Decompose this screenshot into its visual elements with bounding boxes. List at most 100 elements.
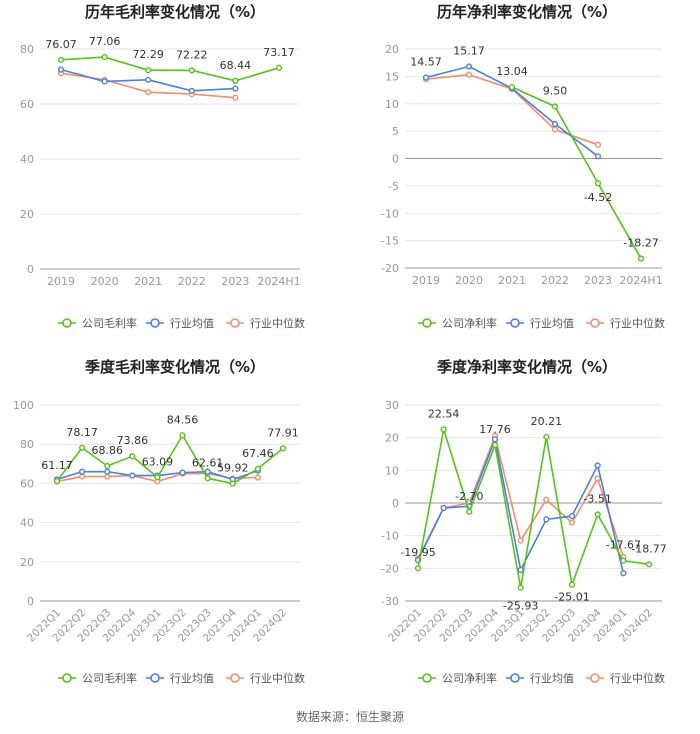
series-line-segment-industry_avg	[191, 87, 236, 92]
data-point-company	[254, 465, 261, 472]
x-tick-label: 2020	[91, 275, 119, 288]
data-point-company	[594, 180, 602, 187]
data-point-industry_avg	[129, 472, 136, 479]
series-line-segment-company	[191, 69, 236, 82]
data-point-company	[491, 441, 499, 449]
y-tick-label: -5	[388, 180, 399, 193]
series-line-segment-company	[81, 447, 108, 467]
data-point-company	[179, 432, 186, 439]
data-label: 73.17	[263, 46, 295, 59]
y-tick-label: -20	[381, 262, 399, 275]
data-label: 68.44	[220, 59, 252, 72]
data-point-industry_avg	[620, 570, 627, 577]
y-tick-label: -10	[381, 530, 399, 543]
legend-swatch-marker	[230, 318, 240, 328]
series-line-segment-industry_median	[571, 478, 599, 524]
y-tick-label: 40	[20, 517, 34, 530]
series-line-segment-industry_median	[519, 499, 548, 541]
y-tick-label: 20	[20, 208, 34, 221]
series-line-segment-industry_median	[132, 474, 158, 483]
series-line-segment-company	[597, 182, 642, 259]
data-point-industry_median	[543, 496, 550, 503]
series-line-segment-company	[442, 429, 471, 513]
x-tick-label: 2024H1	[619, 274, 662, 287]
data-label: -25.01	[554, 591, 589, 604]
data-point-industry_avg	[465, 63, 473, 70]
data-point-company	[543, 433, 550, 441]
data-point-company	[145, 67, 152, 74]
series-line-segment-industry_median	[191, 93, 236, 99]
series-line-segment-company	[494, 444, 522, 588]
series-line-segment-company	[181, 434, 209, 479]
data-point-company	[79, 444, 86, 451]
series-line-segment-industry_avg	[207, 470, 234, 481]
data-label: 77.06	[89, 35, 121, 48]
series-line-segment-industry_median	[60, 72, 105, 81]
data-point-company	[104, 462, 111, 470]
series-line-segment-industry_avg	[443, 505, 470, 509]
data-point-company	[53, 478, 61, 485]
data-point-industry_avg	[101, 78, 108, 85]
data-point-industry_avg	[491, 436, 499, 443]
series-line-segment-industry_avg	[148, 79, 192, 92]
series-line-segment-company	[519, 436, 548, 588]
data-point-industry_median	[551, 126, 559, 133]
x-tick-label: 2021	[498, 274, 526, 287]
data-label: 22.54	[428, 407, 460, 420]
data-point-company	[154, 474, 161, 481]
x-tick-label: 2023	[221, 275, 249, 288]
chart-title: 历年净利率变化情况（%）	[437, 3, 617, 21]
data-label: 59.92	[217, 462, 249, 475]
data-label: 76.07	[45, 38, 77, 51]
data-label: 62.61	[192, 456, 224, 469]
data-label: -4.52	[584, 191, 612, 204]
x-tick-label: 2020	[455, 274, 483, 287]
series-line-segment-industry_avg	[417, 507, 445, 561]
data-point-company	[57, 56, 65, 63]
y-tick-label: 0	[27, 263, 34, 276]
data-label: 14.57	[410, 55, 442, 68]
data-point-company	[275, 64, 283, 71]
data-label: 78.17	[66, 426, 98, 439]
y-tick-label: 60	[20, 477, 34, 490]
series-line-segment-industry_avg	[571, 465, 599, 517]
data-source-note: 数据来源：恒生聚源	[295, 710, 404, 724]
data-label: 72.29	[132, 48, 164, 61]
y-tick-label: 40	[20, 153, 34, 166]
data-label: 13.04	[496, 65, 528, 78]
data-point-industry_avg	[551, 120, 559, 128]
legend-label: 公司毛利率	[82, 671, 137, 685]
legend-swatch-marker	[590, 318, 600, 328]
legend-label: 公司净利率	[442, 316, 497, 330]
series-line-segment-company	[623, 559, 650, 566]
x-tick-label: 2019	[47, 275, 75, 288]
legend-swatch-marker	[422, 318, 432, 328]
data-label: 67.46	[242, 447, 274, 460]
series-line-segment-company	[104, 56, 149, 71]
data-point-company	[229, 480, 236, 487]
y-tick-label: 20	[385, 432, 399, 445]
data-point-company	[594, 511, 601, 518]
series-line-segment-company	[257, 447, 284, 470]
series-line-segment-industry_median	[468, 73, 513, 90]
series-line-segment-industry_median	[148, 91, 192, 95]
data-point-company	[129, 453, 136, 460]
y-tick-label: 0	[392, 153, 399, 166]
data-point-company	[645, 561, 653, 568]
series-line-segment-company	[207, 477, 233, 485]
data-label: 61.17	[41, 459, 73, 472]
data-point-industry_avg	[422, 74, 430, 81]
x-tick-label: 2021	[134, 275, 162, 288]
data-point-industry_avg	[104, 468, 111, 475]
y-tick-label: -10	[381, 207, 399, 220]
data-point-industry_avg	[568, 512, 576, 520]
series-line-segment-company	[571, 514, 599, 585]
data-label: -3.51	[583, 492, 611, 505]
series-line-segment-industry_median	[56, 475, 83, 483]
data-label: -25.93	[503, 600, 538, 613]
data-point-industry_avg	[543, 516, 550, 523]
data-point-industry_avg	[188, 87, 195, 94]
series-line-segment-company	[417, 429, 445, 569]
data-point-company	[508, 84, 516, 91]
